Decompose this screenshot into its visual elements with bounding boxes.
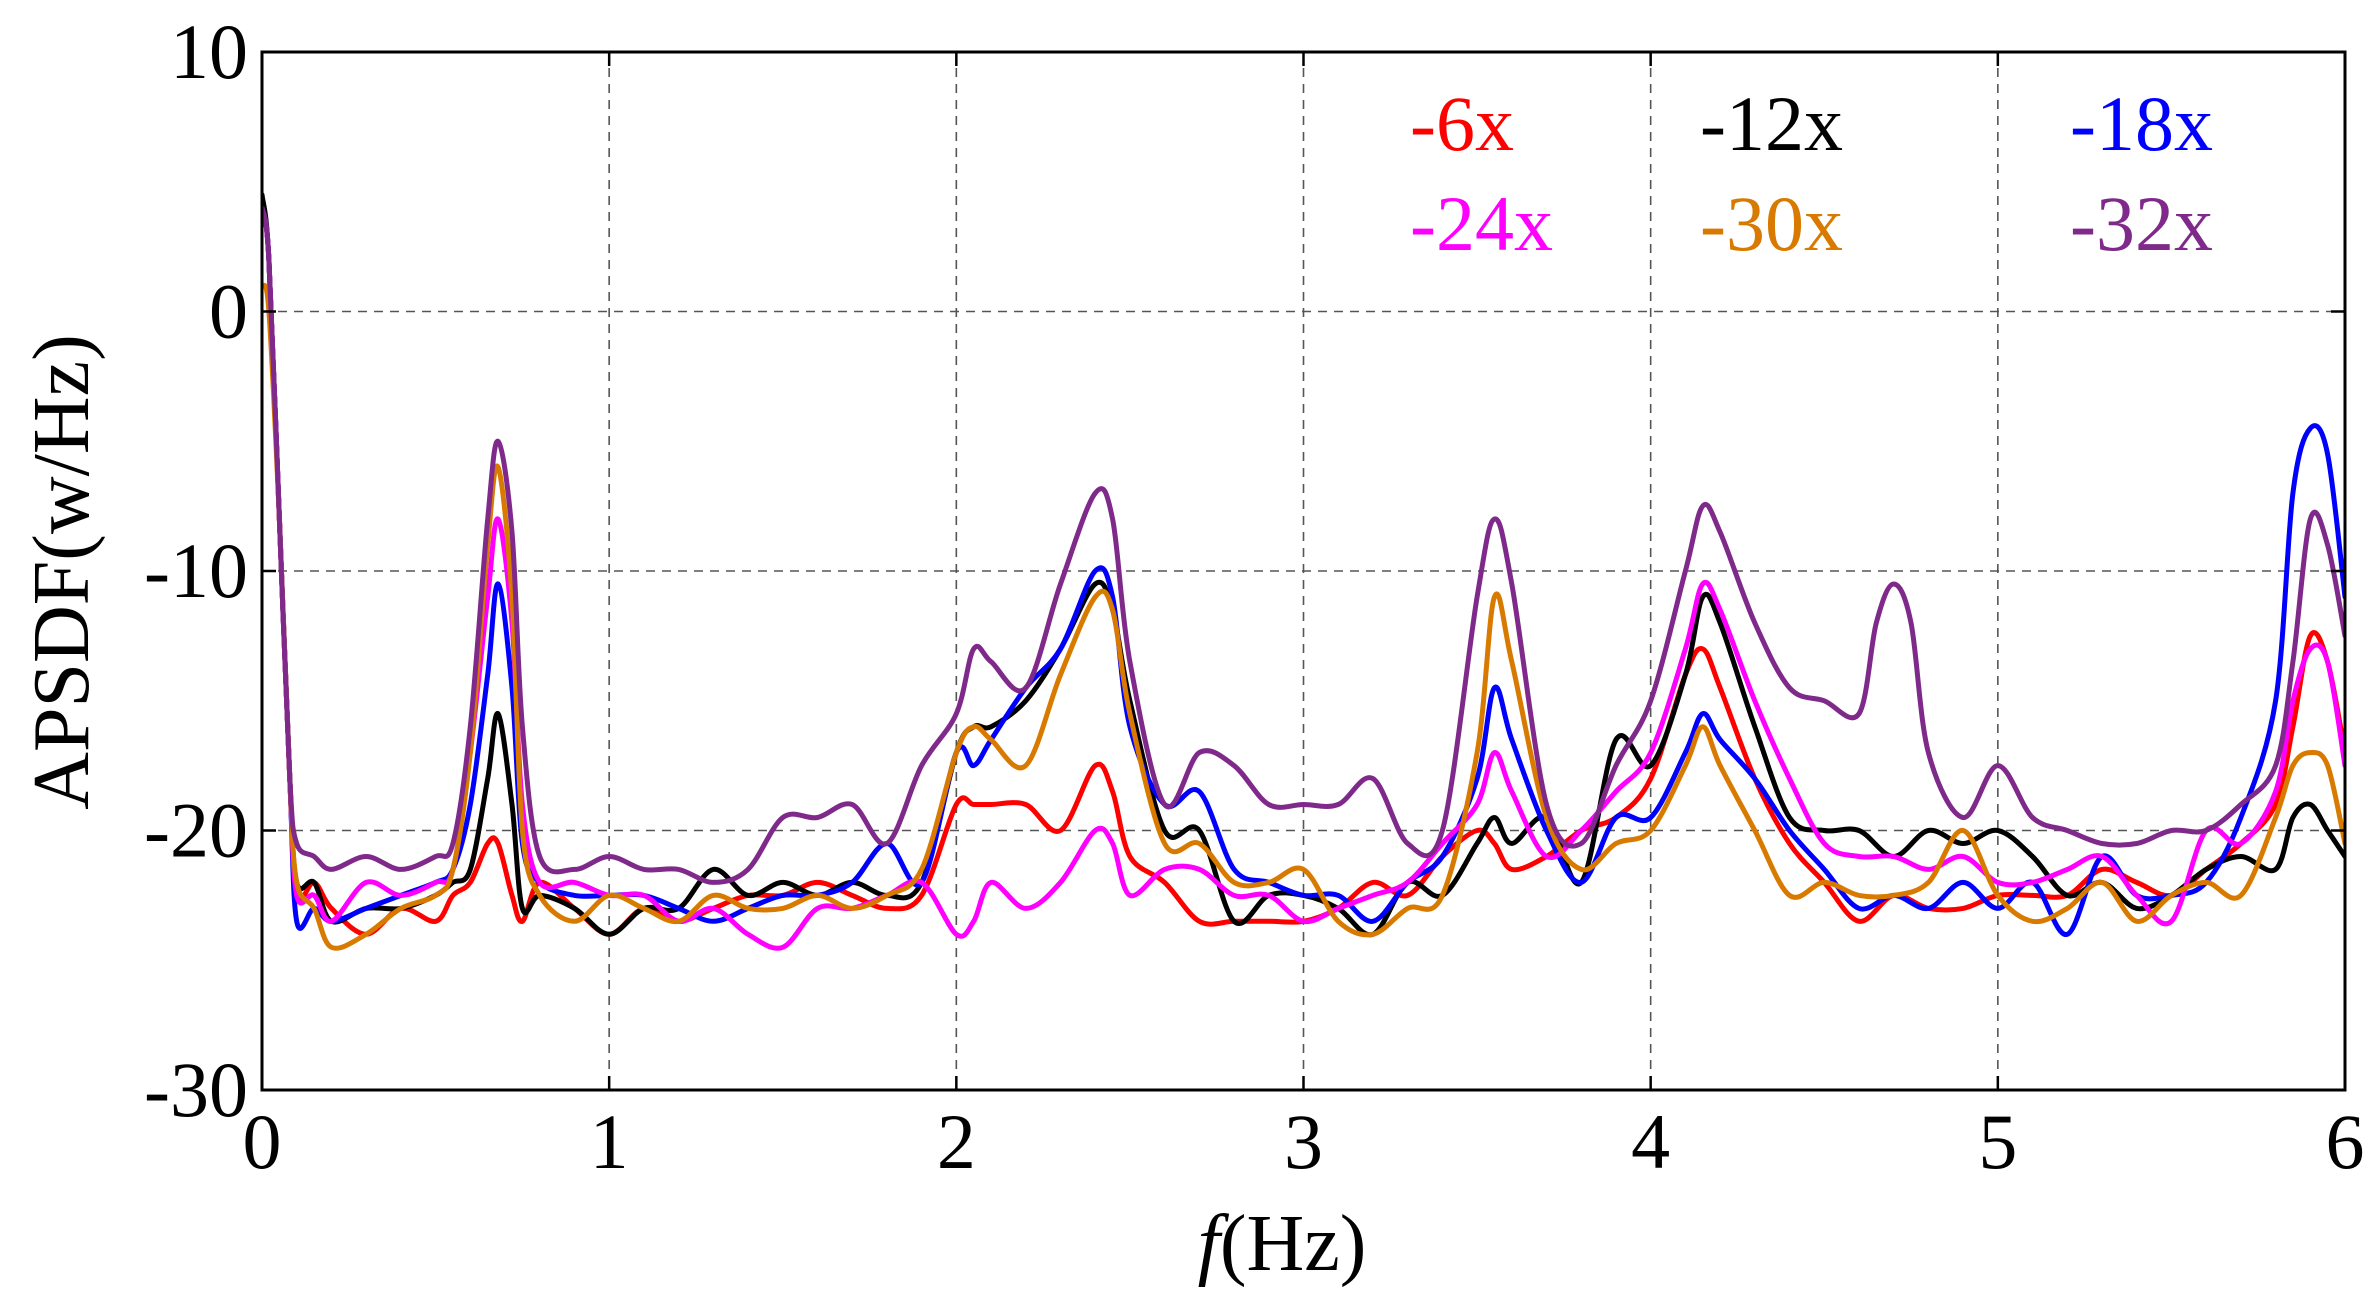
axis-ticks: 0 1 2 3 4 5 6 -30 -20 -10 0 10: [144, 8, 2364, 1185]
legend-entry: -30x: [1700, 180, 1843, 267]
y-tick-label: -20: [144, 787, 248, 874]
x-tick-label: 0: [243, 1098, 282, 1185]
y-tick-label: -10: [144, 527, 248, 614]
legend: -6x -12x -18x -24x -30x -32x: [1410, 80, 2213, 267]
legend-entry: -6x: [1410, 80, 1514, 167]
legend-entry: -32x: [2070, 180, 2213, 267]
x-axis-title-unit: (Hz): [1220, 1200, 1367, 1288]
x-tick-label: 2: [937, 1098, 976, 1185]
y-axis-title: APSDF(w/Hz): [18, 334, 106, 810]
x-tick-label: 1: [590, 1098, 629, 1185]
legend-entry: -18x: [2070, 80, 2213, 167]
y-tick-label: 0: [209, 268, 248, 355]
x-tick-label: 3: [1284, 1098, 1323, 1185]
x-tick-label: 6: [2326, 1098, 2365, 1185]
series-line-2: [262, 192, 2345, 938]
y-tick-label: 10: [170, 8, 248, 95]
legend-entry: -24x: [1410, 180, 1553, 267]
x-tick-label: 4: [1631, 1098, 1670, 1185]
x-tick-label: 5: [1978, 1098, 2017, 1185]
y-tick-label: -30: [144, 1046, 248, 1133]
series-lines: [262, 192, 2345, 951]
x-axis-title: f(Hz): [1198, 1200, 1367, 1288]
series-line-6: [262, 205, 2345, 885]
legend-entry: -12x: [1700, 80, 1843, 167]
grid-lines: [262, 52, 2345, 1090]
